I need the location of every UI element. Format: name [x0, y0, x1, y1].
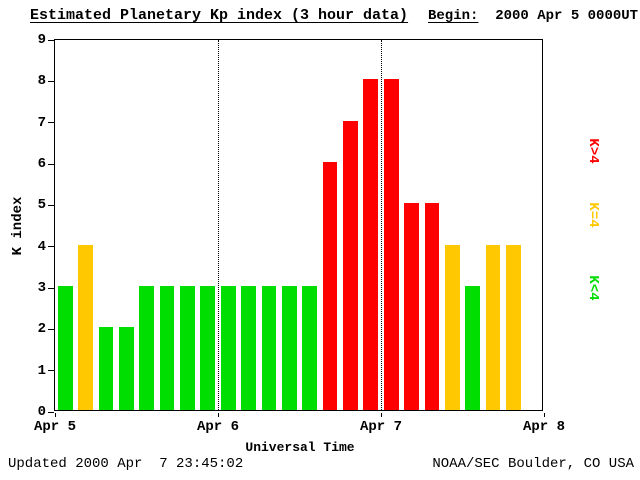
kp-bar: [98, 327, 114, 410]
kp-bar: [363, 79, 379, 410]
y-tick-label: 0: [37, 404, 46, 420]
x-tick-mark: [217, 413, 219, 417]
y-tick-label: 2: [37, 321, 46, 338]
day-boundary-gridline: [217, 40, 219, 410]
legend-k-lt-4: K<4: [585, 275, 601, 301]
kp-bar: [302, 286, 317, 410]
kp-bar: [220, 286, 236, 410]
plot-area: [54, 39, 543, 411]
x-tick-label: Apr 8: [522, 419, 565, 435]
kp-bar: [180, 286, 195, 410]
y-tick-mark: [48, 80, 54, 82]
y-tick-label: 8: [37, 73, 46, 90]
y-tick-mark: [48, 122, 54, 124]
y-tick-label: 9: [37, 32, 46, 48]
kp-bar: [424, 203, 440, 410]
begin-annotation: Begin: 2000 Apr 5 0000UT: [428, 8, 638, 24]
kp-bar: [506, 244, 521, 410]
x-tick-mark: [54, 413, 56, 417]
y-tick-label: 6: [37, 156, 46, 172]
y-tick-label: 3: [37, 280, 46, 296]
y-tick-label: 7: [37, 114, 46, 131]
y-tick-mark: [48, 370, 54, 372]
legend-k-eq-4: K=4: [585, 202, 601, 228]
source-credit: NOAA/SEC Boulder, CO USA: [432, 456, 634, 472]
begin-label: Begin:: [428, 8, 479, 24]
x-tick-label: Apr 5: [33, 419, 76, 435]
legend-k-gt-4: K>4: [585, 138, 601, 164]
day-boundary-gridline: [380, 40, 382, 410]
x-tick-label: Apr 7: [359, 419, 402, 435]
kp-bar: [343, 120, 358, 410]
kp-bar: [241, 286, 256, 410]
kp-bar: [281, 286, 297, 410]
kp-bar: [404, 203, 419, 410]
y-tick-mark: [48, 328, 54, 330]
y-tick-mark: [48, 39, 54, 41]
x-axis-title: Universal Time: [245, 440, 355, 455]
kp-bar: [465, 286, 480, 410]
kp-bar: [118, 327, 134, 410]
kp-bar: [261, 286, 277, 410]
kp-bar: [139, 286, 154, 410]
x-tick-label: Apr 6: [196, 419, 239, 435]
updated-timestamp: Updated 2000 Apr 7 23:45:02: [8, 456, 244, 472]
y-tick-label: 4: [37, 238, 46, 255]
kp-bar: [383, 79, 399, 410]
y-tick-label: 1: [37, 362, 46, 379]
y-tick-mark: [48, 163, 54, 165]
chart-title: Estimated Planetary Kp index (3 hour dat…: [30, 7, 409, 24]
x-tick-mark: [543, 413, 545, 417]
kp-bar: [159, 286, 175, 410]
x-tick-mark: [380, 413, 382, 417]
kp-bar: [78, 244, 93, 410]
y-tick-label: 5: [37, 197, 46, 214]
y-tick-mark: [48, 204, 54, 206]
kp-bar: [485, 244, 501, 410]
kp-bar: [322, 162, 338, 410]
kp-bar: [200, 286, 216, 410]
y-tick-mark: [48, 246, 54, 248]
y-tick-mark: [48, 287, 54, 289]
kp-bar: [444, 244, 460, 410]
kp-bar: [57, 286, 73, 410]
begin-value: 2000 Apr 5 0000UT: [478, 8, 639, 24]
y-tick-mark: [48, 411, 54, 413]
